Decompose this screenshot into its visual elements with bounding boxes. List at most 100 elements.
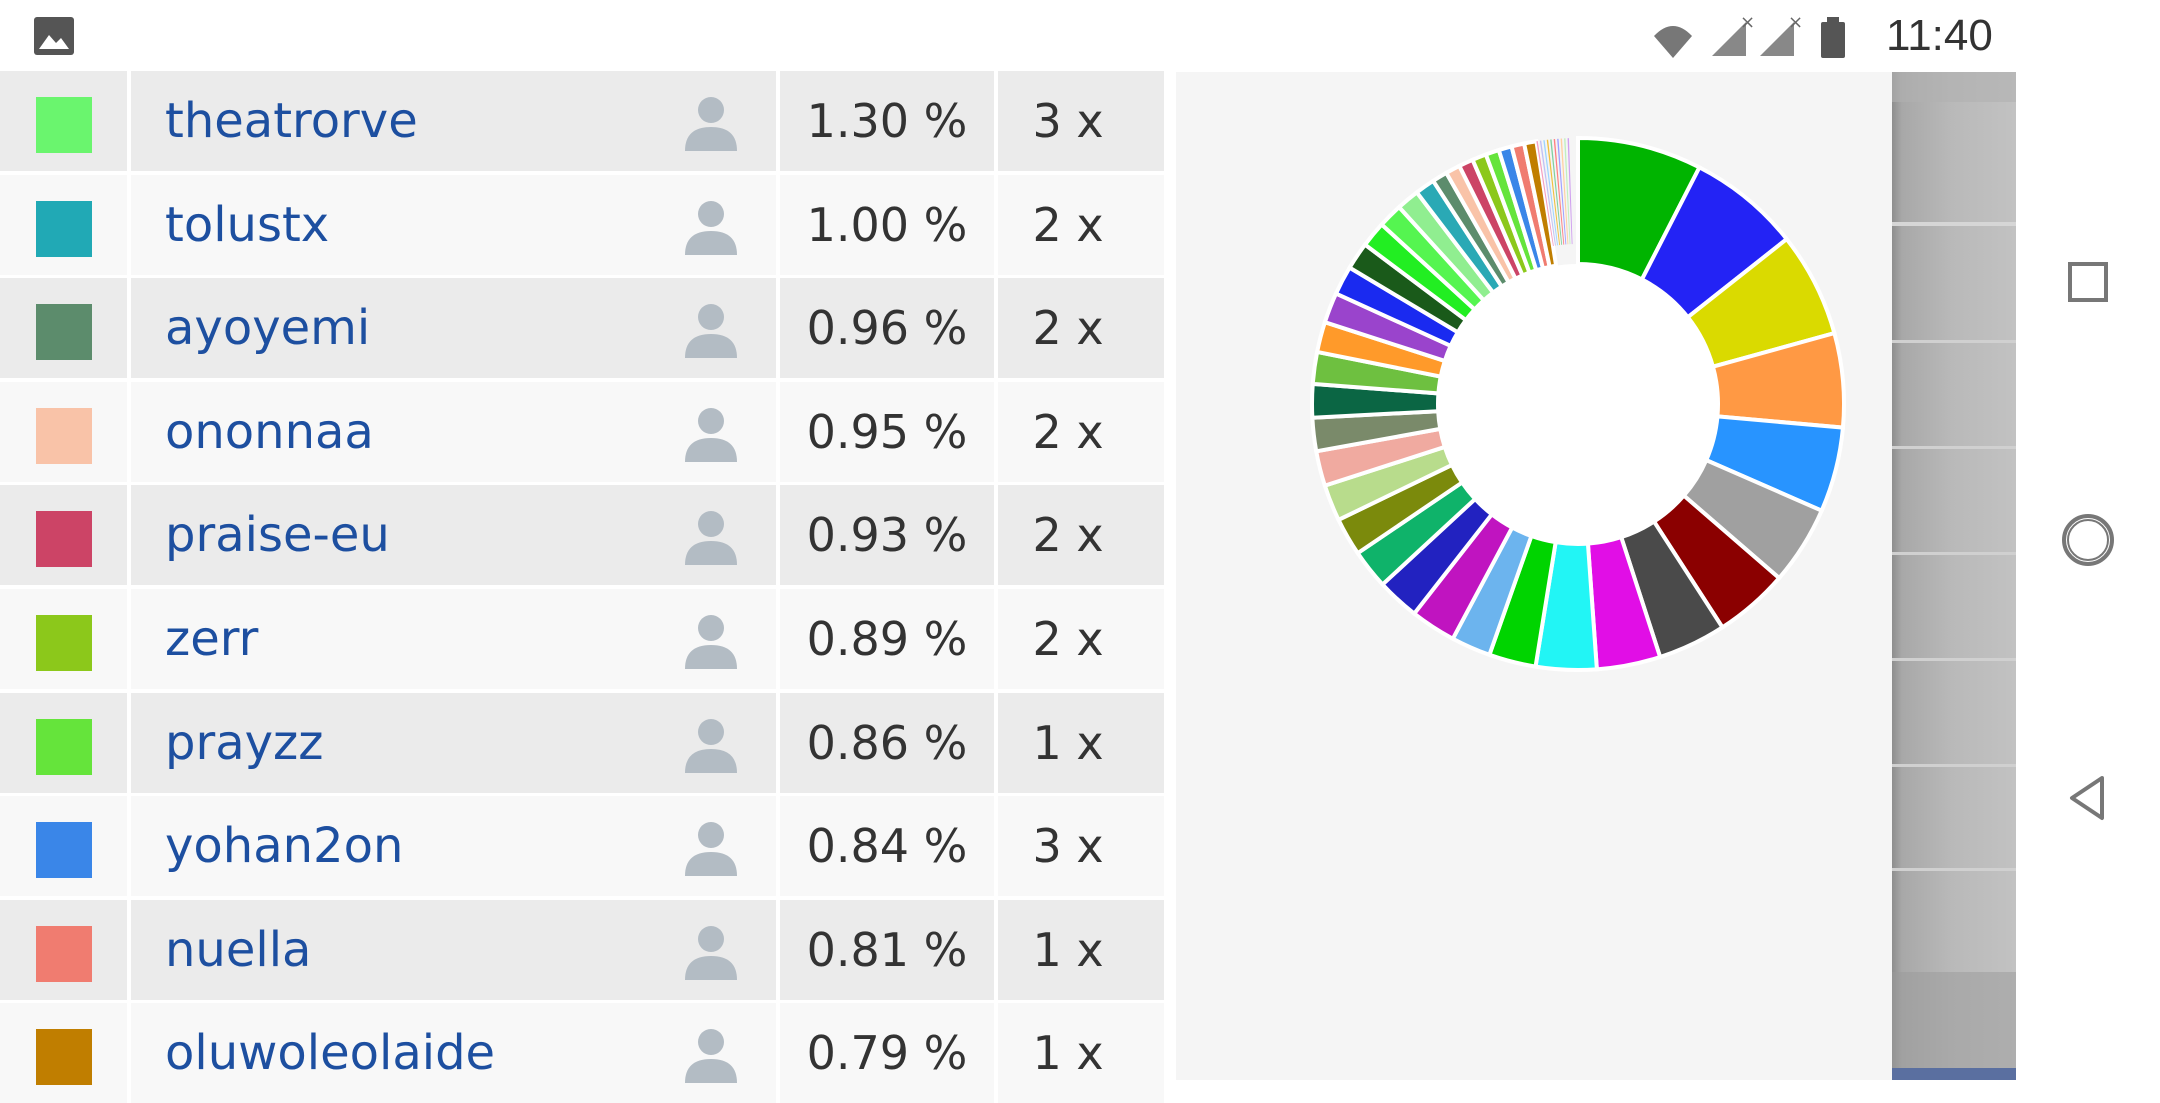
count-value: 2 x — [1032, 301, 1104, 356]
signal-icon: × — [1712, 12, 1755, 56]
name-cell: oluwoleolaide — [131, 1003, 776, 1103]
donut-slice — [1546, 139, 1561, 246]
color-cell — [0, 174, 127, 275]
navigation-bar — [2016, 0, 2160, 1080]
donut-slice — [1567, 138, 1573, 245]
status-bar: × × 11:40 — [0, 0, 2016, 72]
name-cell: theatrorve — [131, 71, 776, 171]
count-value: 3 x — [1032, 819, 1104, 874]
percent-value: 0.79 % — [806, 1026, 968, 1081]
user-link[interactable]: nuella — [165, 921, 312, 978]
recents-button[interactable] — [2058, 252, 2118, 312]
user-link[interactable]: prayzz — [165, 714, 324, 771]
name-cell: ononnaa — [131, 381, 776, 482]
user-icon — [685, 822, 737, 877]
name-cell: prayzz — [131, 692, 776, 793]
color-cell — [0, 71, 127, 171]
count-value: 3 x — [1032, 94, 1104, 148]
count-value: 2 x — [1032, 508, 1104, 563]
count-value: 2 x — [1032, 197, 1104, 252]
user-link[interactable]: oluwoleolaide — [165, 1025, 496, 1082]
color-swatch — [36, 615, 92, 671]
image-icon — [34, 17, 74, 55]
percent-value: 0.86 % — [806, 715, 968, 770]
percent-value: 1.30 % — [806, 94, 968, 148]
percent-cell: 0.93 % — [780, 485, 994, 586]
adjacent-panel — [1892, 72, 2016, 1080]
table-row: nuella 0.81 % 1 x — [0, 899, 1164, 1000]
user-icon — [685, 718, 737, 773]
name-cell: nuella — [131, 899, 776, 1000]
user-link[interactable]: zerr — [165, 611, 259, 667]
percent-value: 0.93 % — [806, 508, 968, 563]
color-cell — [0, 381, 127, 482]
table-row: yohan2on 0.84 % 3 x — [0, 796, 1164, 897]
count-value: 1 x — [1032, 1026, 1104, 1081]
percent-cell: 1.30 % — [780, 71, 994, 171]
color-cell — [0, 692, 127, 793]
count-cell: 2 x — [998, 174, 1164, 275]
count-cell: 3 x — [998, 796, 1164, 897]
user-icon — [685, 407, 737, 462]
percent-value: 0.89 % — [806, 612, 968, 666]
percent-cell: 0.81 % — [780, 899, 994, 1000]
donut-slice — [1543, 140, 1558, 246]
battery-icon — [1821, 17, 1845, 58]
donut-slice — [1564, 138, 1571, 245]
user-icon — [685, 97, 737, 151]
user-link[interactable]: yohan2on — [165, 818, 404, 875]
table-row: oluwoleolaide 0.79 % 1 x — [0, 1003, 1164, 1103]
user-link[interactable]: ayoyemi — [165, 300, 371, 357]
table-row: tolustx 1.00 % 2 x — [0, 174, 1164, 275]
count-cell: 3 x — [998, 71, 1164, 171]
home-button[interactable] — [2058, 510, 2118, 570]
table-row: theatrorve 1.30 % 3 x — [0, 71, 1164, 171]
count-cell: 2 x — [998, 589, 1164, 689]
color-swatch — [36, 925, 92, 982]
color-swatch — [36, 511, 92, 568]
donut-slice — [1536, 141, 1554, 246]
count-cell: 1 x — [998, 899, 1164, 1000]
color-cell — [0, 278, 127, 379]
color-cell — [0, 796, 127, 897]
name-cell: ayoyemi — [131, 278, 776, 379]
user-link[interactable]: praise-eu — [165, 507, 390, 564]
percent-cell: 0.84 % — [780, 796, 994, 897]
color-swatch — [36, 97, 92, 153]
donut-slice — [1560, 138, 1569, 245]
name-cell: praise-eu — [131, 485, 776, 586]
count-cell: 2 x — [998, 485, 1164, 586]
count-value: 2 x — [1032, 612, 1104, 666]
percent-cell: 0.96 % — [780, 278, 994, 379]
percent-cell: 0.86 % — [780, 692, 994, 793]
count-value: 1 x — [1032, 715, 1104, 770]
color-cell — [0, 589, 127, 689]
table-row: ayoyemi 0.96 % 2 x — [0, 278, 1164, 379]
count-cell: 2 x — [998, 278, 1164, 379]
table-row: prayzz 0.86 % 1 x — [0, 692, 1164, 793]
user-link[interactable]: theatrorve — [165, 93, 418, 149]
signal-icon: × — [1760, 12, 1803, 56]
name-cell: tolustx — [131, 174, 776, 275]
color-cell — [0, 1003, 127, 1103]
svg-text:×: × — [1740, 12, 1755, 33]
back-button[interactable] — [2058, 768, 2118, 828]
percent-value: 0.84 % — [806, 819, 968, 874]
clock: 11:40 — [1886, 11, 1993, 60]
donut-hole — [1438, 264, 1718, 544]
color-swatch — [36, 718, 92, 775]
table-row: zerr 0.89 % 2 x — [0, 589, 1164, 689]
name-cell: zerr — [131, 589, 776, 689]
user-link[interactable]: tolustx — [165, 196, 330, 253]
user-icon — [685, 511, 737, 566]
percent-cell: 0.79 % — [780, 1003, 994, 1103]
count-cell: 1 x — [998, 1003, 1164, 1103]
color-swatch — [36, 822, 92, 879]
user-icon — [685, 1029, 737, 1084]
percent-value: 0.96 % — [806, 301, 968, 356]
count-value: 1 x — [1032, 922, 1104, 977]
color-cell — [0, 899, 127, 1000]
user-link[interactable]: ononnaa — [165, 403, 374, 460]
user-icon — [685, 925, 737, 980]
count-value: 2 x — [1032, 404, 1104, 459]
